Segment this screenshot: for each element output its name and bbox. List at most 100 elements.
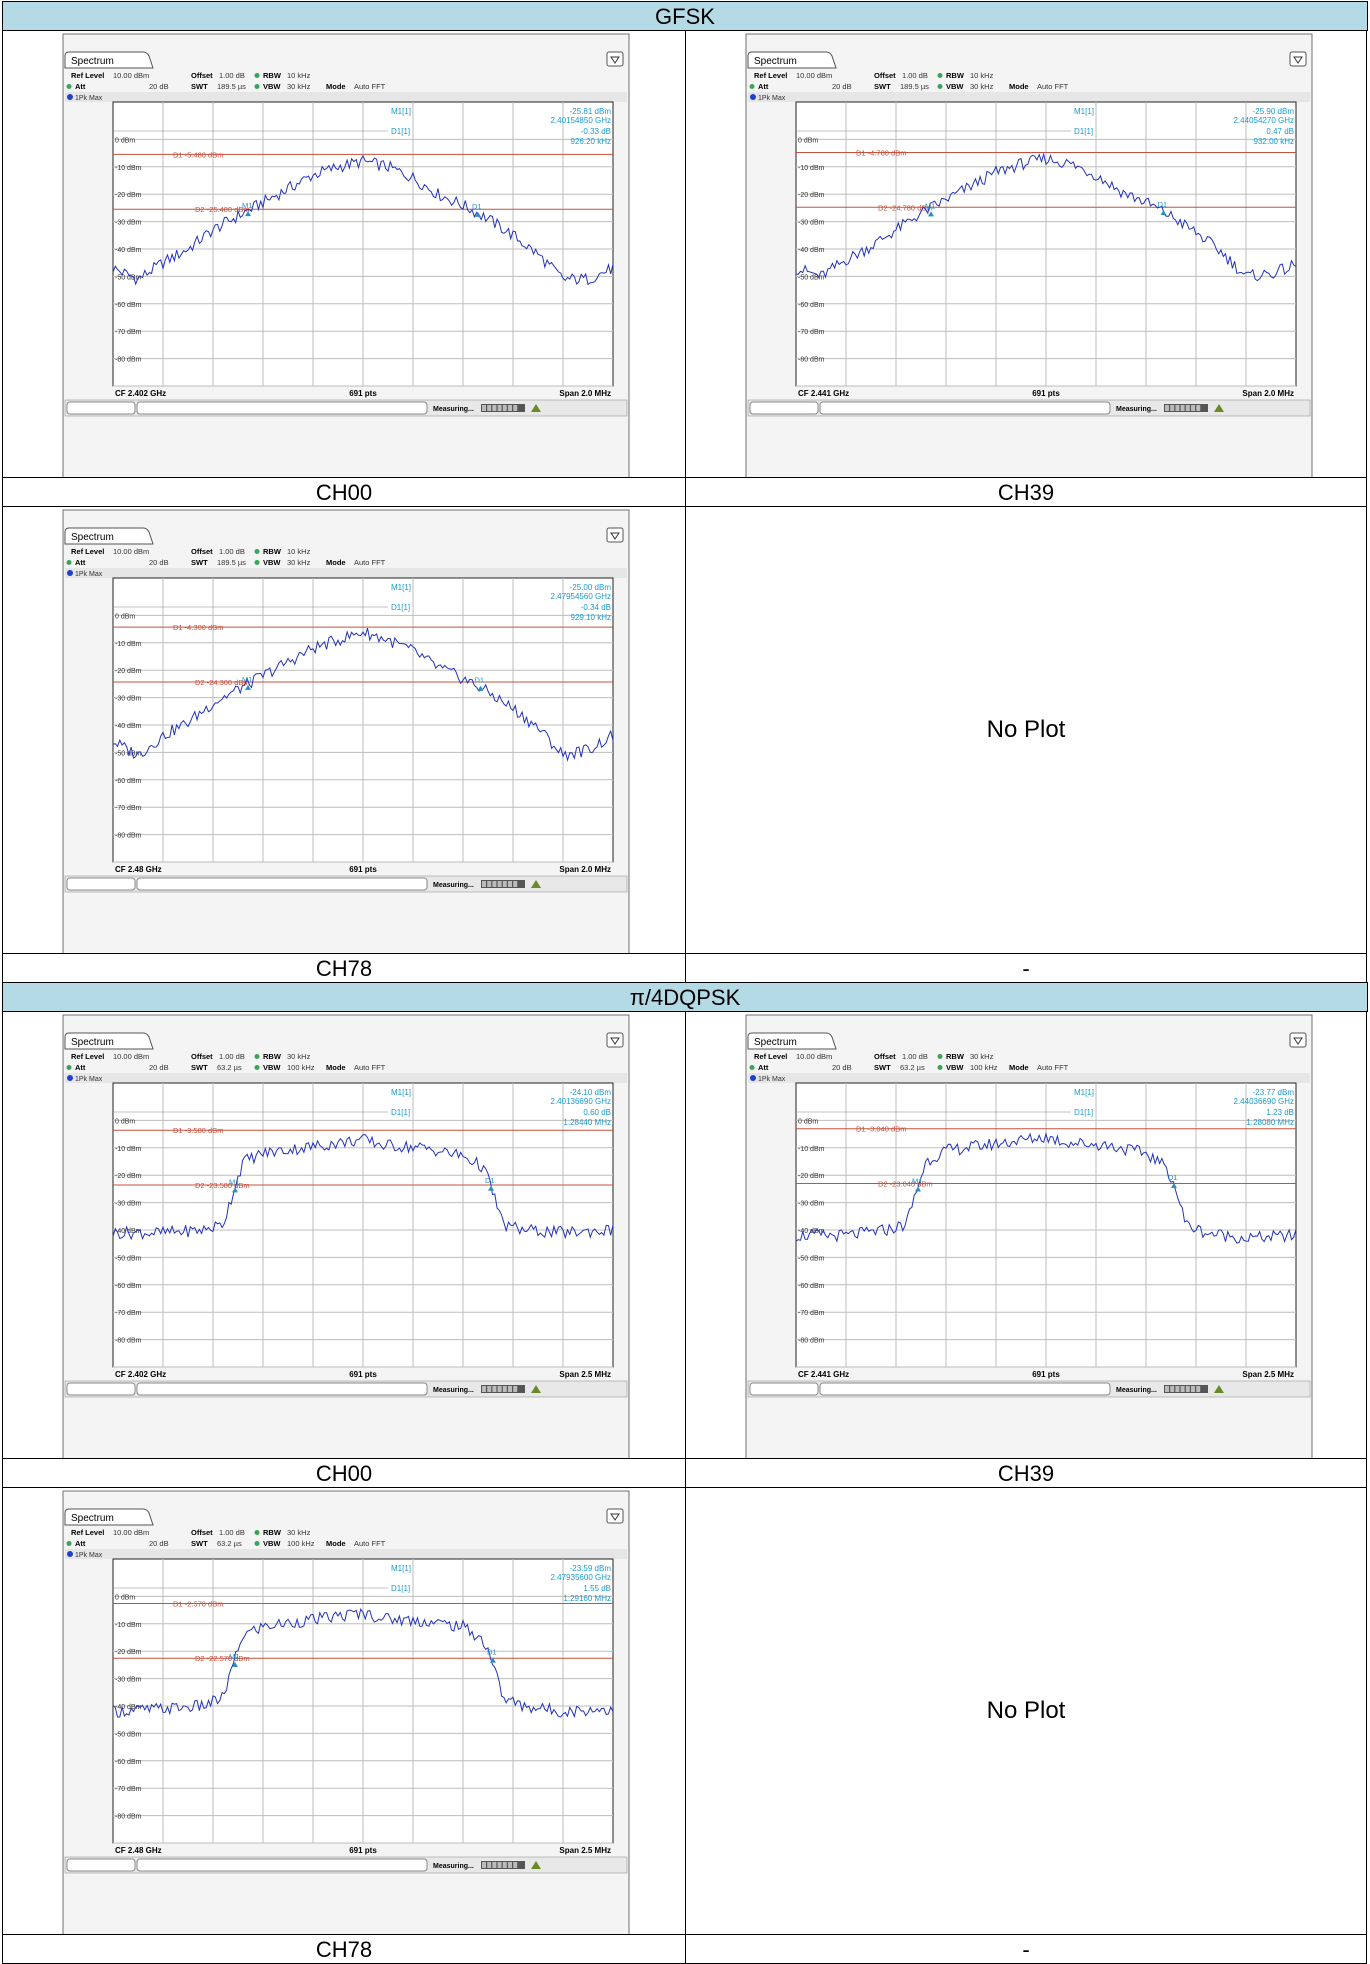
y-tick-label: 0 dBm [798, 1118, 818, 1125]
marker-m1-icon [915, 1186, 921, 1192]
swt-value: 189.5 µs [217, 82, 246, 91]
m1-readout-level: -23.59 dBm [570, 1564, 612, 1573]
channel-caption: - [685, 1934, 1367, 1964]
y-tick-label: -70 dBm [115, 805, 142, 812]
marker-m1-label: M1 [229, 1177, 239, 1186]
y-tick-label: -60 dBm [115, 302, 142, 309]
plot-cell: Spectrum Ref Level 10.00 dBm Offset 1.00 dB R… [685, 30, 1367, 479]
marker-d1-icon [1171, 1183, 1177, 1189]
mode-value: Auto FFT [1037, 1063, 1069, 1072]
ref-level-value: 10.00 dBm [796, 71, 832, 80]
spectrum-tab [747, 51, 837, 69]
progress-segment [1170, 405, 1175, 411]
trace-indicator-icon [67, 570, 73, 576]
swt-value: 189.5 µs [217, 558, 246, 567]
progress-segment [482, 881, 486, 887]
measuring-status: Measuring... [433, 406, 474, 413]
rbw-label: RBW [263, 1052, 282, 1061]
y-tick-label: -70 dBm [798, 329, 825, 336]
span-label: Span 2.0 MHz [1242, 389, 1294, 398]
y-tick-label: -10 dBm [115, 165, 142, 172]
progress-segment [482, 1386, 486, 1392]
points-label: 691 pts [1032, 1370, 1060, 1379]
progress-segment [1191, 1386, 1195, 1392]
marker-m1-icon [928, 211, 934, 217]
trace-label-bar [748, 92, 1310, 102]
trace-label: 1Pk Max [75, 1076, 103, 1083]
rbw-indicator-icon [937, 73, 943, 78]
plot-cell: Spectrum Ref Level 10.00 dBm Offset 1.00 dB R… [2, 1011, 686, 1460]
att-label: Att [758, 82, 769, 91]
spectrum-tab [64, 527, 154, 545]
spectrum-plot: Spectrum Ref Level 10.00 dBm Offset 1.00 dB R… [62, 1014, 630, 1460]
vbw-value: 30 kHz [287, 558, 311, 567]
progress-segment [497, 1386, 502, 1392]
marker-d1-label: D1 [1158, 200, 1168, 209]
ref-level-label: Ref Level [754, 71, 787, 80]
remote-status-icon [531, 880, 541, 888]
y-tick-label: -80 dBm [115, 833, 142, 840]
measuring-status: Measuring... [433, 882, 474, 889]
marker-m1-icon [232, 1662, 238, 1668]
center-frequency-label: CF 2.48 GHz [115, 865, 162, 874]
span-label: Span 2.0 MHz [559, 389, 611, 398]
offset-value: 1.00 dB [219, 71, 245, 80]
measuring-status: Measuring... [433, 1387, 474, 1394]
remote-status-icon [1214, 404, 1224, 412]
display-line-d2-label: D2 -24.780 dBm [878, 203, 933, 212]
d1-readout-label: D1[1] [391, 603, 410, 612]
d1-readout-level: 1.55 dB [583, 1584, 611, 1593]
y-tick-label: -10 dBm [115, 641, 142, 648]
y-tick-label: -80 dBm [115, 1338, 142, 1345]
progress-segment [492, 405, 497, 411]
spectrum-tab-label: Spectrum [71, 532, 114, 543]
center-frequency-label: CF 2.441 GHz [798, 1370, 849, 1379]
att-label: Att [75, 558, 86, 567]
ref-level-value: 10.00 dBm [796, 1052, 832, 1061]
d1-readout-width: 1.28440 MHz [563, 1118, 611, 1127]
vbw-value: 100 kHz [287, 1539, 315, 1548]
settings-icon-arrow [1293, 1037, 1303, 1045]
d1-readout-level: 1.23 dB [1266, 1108, 1294, 1117]
points-label: 691 pts [349, 1370, 377, 1379]
y-tick-label: -40 dBm [115, 723, 142, 730]
progress-segment [508, 405, 512, 411]
vbw-indicator-icon [254, 84, 260, 89]
settings-icon-arrow [610, 1037, 620, 1045]
y-tick-label: 0 dBm [115, 137, 135, 144]
progress-segment [1196, 405, 1201, 411]
y-tick-label: -20 dBm [798, 192, 825, 199]
d1-readout-level: 0.47 dB [1266, 127, 1294, 136]
vbw-label: VBW [946, 1063, 964, 1072]
progress-segment [492, 1862, 497, 1868]
offset-label: Offset [191, 1528, 213, 1537]
m1-readout-freq: 2.44036690 GHz [1234, 1097, 1295, 1106]
att-label: Att [758, 1063, 769, 1072]
offset-label: Offset [874, 1052, 896, 1061]
marker-d1-label: D1 [475, 676, 485, 685]
offset-label: Offset [191, 71, 213, 80]
y-tick-label: -30 dBm [115, 220, 142, 227]
y-tick-label: -40 dBm [115, 247, 142, 254]
swt-label: SWT [191, 558, 208, 567]
d1-readout-label: D1[1] [1074, 127, 1093, 136]
status-field-main [136, 1382, 428, 1396]
plot-cell: Spectrum Ref Level 10.00 dBm Offset 1.00 dB R… [2, 1487, 686, 1936]
offset-label: Offset [874, 71, 896, 80]
swt-label: SWT [874, 82, 891, 91]
points-label: 691 pts [1032, 389, 1060, 398]
att-indicator-icon [749, 84, 755, 89]
trace-label-bar [65, 568, 627, 578]
marker-m1-label: M1 [912, 1177, 922, 1186]
progress-segment [502, 1386, 507, 1392]
swt-value: 63.2 µs [217, 1539, 242, 1548]
y-tick-label: -60 dBm [115, 778, 142, 785]
att-indicator-icon [66, 560, 72, 565]
y-tick-label: -10 dBm [115, 1146, 142, 1153]
vbw-indicator-icon [254, 560, 260, 565]
trace-indicator-icon [750, 94, 756, 100]
span-label: Span 2.5 MHz [559, 1370, 611, 1379]
d1-readout-width: 929.10 kHz [571, 613, 611, 622]
m1-readout-level: -24.10 dBm [570, 1088, 612, 1097]
